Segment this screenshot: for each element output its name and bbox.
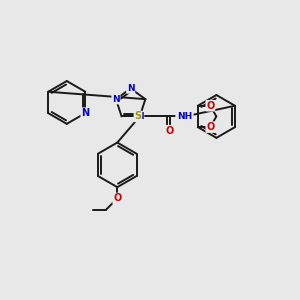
Text: O: O <box>113 194 122 203</box>
Text: N: N <box>81 108 89 118</box>
Text: N: N <box>176 112 184 121</box>
Text: O: O <box>206 122 214 132</box>
Text: N: N <box>112 95 120 104</box>
Text: N: N <box>136 112 144 121</box>
Text: H: H <box>182 112 189 121</box>
Text: NH: NH <box>178 112 193 121</box>
Text: N: N <box>127 84 134 93</box>
Text: O: O <box>206 101 214 111</box>
Text: O: O <box>166 126 174 136</box>
Text: S: S <box>134 111 142 122</box>
